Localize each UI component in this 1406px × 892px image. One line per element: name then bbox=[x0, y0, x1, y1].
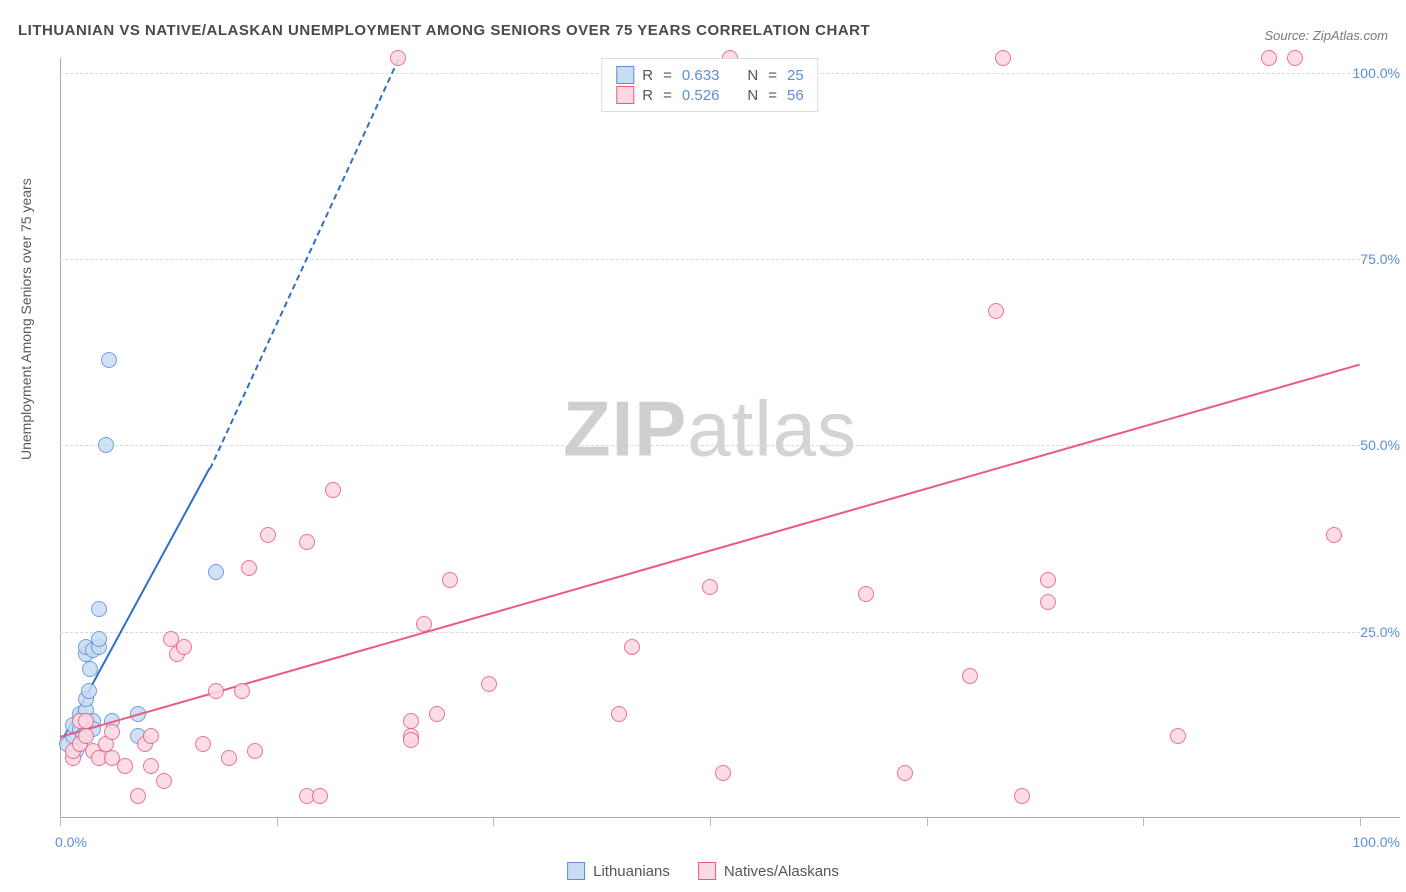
y-axis-label: Unemployment Among Seniors over 75 years bbox=[18, 178, 34, 460]
data-point bbox=[82, 661, 98, 677]
data-point bbox=[897, 765, 913, 781]
data-point bbox=[702, 579, 718, 595]
data-point bbox=[101, 352, 117, 368]
x-tick bbox=[710, 818, 711, 826]
data-point bbox=[78, 728, 94, 744]
data-point bbox=[429, 706, 445, 722]
legend-swatch bbox=[567, 862, 585, 880]
data-point bbox=[143, 728, 159, 744]
data-point bbox=[234, 683, 250, 699]
y-tick-label: 25.0% bbox=[1360, 624, 1400, 640]
data-point bbox=[1014, 788, 1030, 804]
legend-stat-row: R=0.633N=25 bbox=[616, 65, 803, 85]
gridline bbox=[60, 632, 1360, 633]
legend-swatch bbox=[616, 86, 634, 104]
data-point bbox=[416, 616, 432, 632]
data-point bbox=[403, 732, 419, 748]
data-point bbox=[442, 572, 458, 588]
data-point bbox=[143, 758, 159, 774]
data-point bbox=[176, 639, 192, 655]
legend-series-item: Natives/Alaskans bbox=[698, 862, 839, 880]
x-tick bbox=[493, 818, 494, 826]
data-point bbox=[98, 437, 114, 453]
data-point bbox=[611, 706, 627, 722]
gridline bbox=[60, 259, 1360, 260]
legend-swatch bbox=[616, 66, 634, 84]
data-point bbox=[1040, 572, 1056, 588]
data-point bbox=[208, 683, 224, 699]
source-credit: Source: ZipAtlas.com bbox=[1264, 28, 1388, 43]
gridline bbox=[60, 445, 1360, 446]
data-point bbox=[962, 668, 978, 684]
data-point bbox=[312, 788, 328, 804]
y-tick-label: 100.0% bbox=[1353, 65, 1400, 81]
data-point bbox=[81, 683, 97, 699]
data-point bbox=[325, 482, 341, 498]
x-axis-max-label: 100.0% bbox=[1353, 834, 1400, 850]
data-point bbox=[715, 765, 731, 781]
y-tick-label: 75.0% bbox=[1360, 251, 1400, 267]
data-point bbox=[91, 631, 107, 647]
data-point bbox=[117, 758, 133, 774]
data-point bbox=[1170, 728, 1186, 744]
x-tick bbox=[1143, 818, 1144, 826]
trend-line-extrapolated bbox=[209, 59, 399, 470]
data-point bbox=[221, 750, 237, 766]
data-point bbox=[988, 303, 1004, 319]
x-axis-min-label: 0.0% bbox=[55, 834, 87, 850]
data-point bbox=[195, 736, 211, 752]
data-point bbox=[481, 676, 497, 692]
data-point bbox=[858, 586, 874, 602]
data-point bbox=[390, 50, 406, 66]
data-point bbox=[403, 713, 419, 729]
y-tick-label: 50.0% bbox=[1360, 437, 1400, 453]
x-tick bbox=[1360, 818, 1361, 826]
correlation-legend: R=0.633N=25R=0.526N=56 bbox=[601, 58, 818, 112]
x-tick bbox=[60, 818, 61, 826]
data-point bbox=[78, 713, 94, 729]
chart-title: LITHUANIAN VS NATIVE/ALASKAN UNEMPLOYMEN… bbox=[18, 22, 870, 39]
data-point bbox=[995, 50, 1011, 66]
data-point bbox=[299, 534, 315, 550]
data-point bbox=[624, 639, 640, 655]
legend-stat-row: R=0.526N=56 bbox=[616, 85, 803, 105]
data-point bbox=[260, 527, 276, 543]
legend-series-item: Lithuanians bbox=[567, 862, 670, 880]
data-point bbox=[1326, 527, 1342, 543]
data-point bbox=[247, 743, 263, 759]
data-point bbox=[91, 601, 107, 617]
data-point bbox=[104, 724, 120, 740]
chart-plot-area: 25.0%50.0%75.0%100.0% ZIPatlas R=0.633N=… bbox=[60, 58, 1360, 818]
legend-series-label: Lithuanians bbox=[593, 863, 670, 880]
data-point bbox=[241, 560, 257, 576]
data-point bbox=[1287, 50, 1303, 66]
legend-swatch bbox=[698, 862, 716, 880]
data-point bbox=[1261, 50, 1277, 66]
series-legend: Lithuanians Natives/Alaskans bbox=[567, 862, 839, 880]
x-tick bbox=[277, 818, 278, 826]
data-point bbox=[130, 788, 146, 804]
x-tick bbox=[927, 818, 928, 826]
legend-series-label: Natives/Alaskans bbox=[724, 863, 839, 880]
trend-line bbox=[60, 364, 1361, 738]
data-point bbox=[1040, 594, 1056, 610]
data-point bbox=[156, 773, 172, 789]
data-point bbox=[208, 564, 224, 580]
